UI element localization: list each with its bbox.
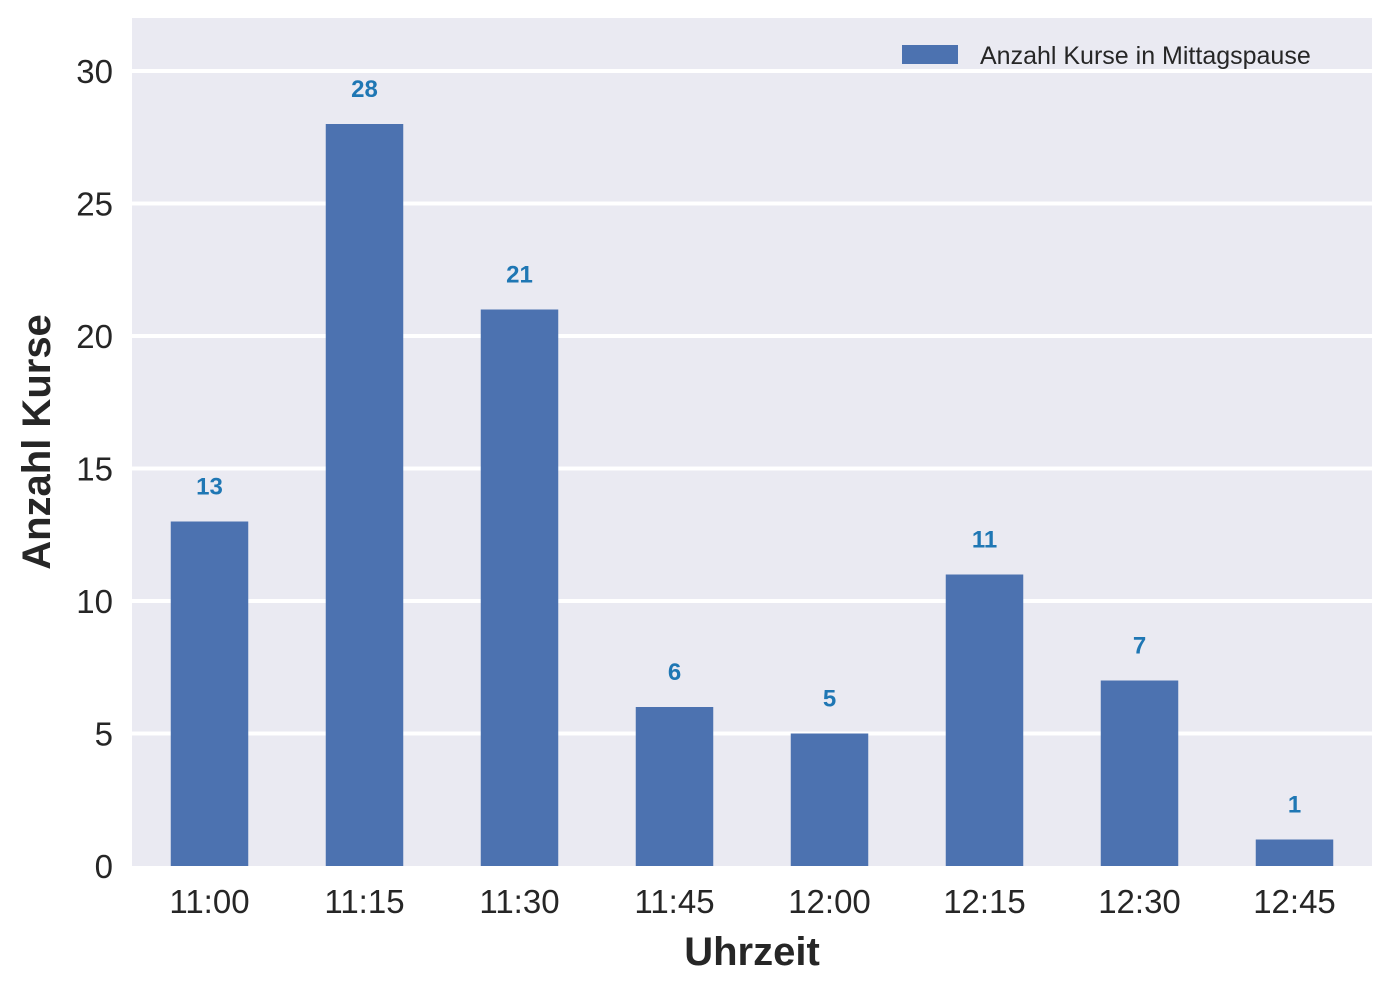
x-tick-label: 12:00 <box>788 883 871 920</box>
y-tick-label: 15 <box>76 451 113 488</box>
x-tick-label: 11:30 <box>479 883 559 920</box>
bar <box>1255 839 1334 866</box>
bar-value-label: 1 <box>1288 792 1301 819</box>
x-tick-label: 11:15 <box>324 883 404 920</box>
bar <box>790 733 869 866</box>
legend-label: Anzahl Kurse in Mittagspause <box>980 42 1311 70</box>
bar-value-label: 21 <box>506 262 533 289</box>
data-labels: 13 28 21 6 5 11 7 1 <box>196 76 1301 819</box>
y-tick-label: 30 <box>76 53 113 90</box>
y-tick-label: 0 <box>95 848 113 885</box>
bar-value-label: 6 <box>668 659 681 686</box>
legend: Anzahl Kurse in Mittagspause <box>902 42 1311 70</box>
x-tick-label: 12:30 <box>1098 883 1181 920</box>
y-axis-ticks: 0 5 10 15 20 25 30 <box>76 53 113 885</box>
legend-swatch <box>902 45 958 64</box>
bar-value-label: 28 <box>351 76 378 103</box>
y-tick-label: 5 <box>95 716 113 753</box>
y-tick-label: 10 <box>76 583 113 620</box>
y-tick-label: 25 <box>76 186 113 223</box>
bar <box>1100 680 1179 866</box>
x-axis-title: Uhrzeit <box>684 930 820 974</box>
bar <box>480 309 559 866</box>
plot-area <box>132 18 1372 866</box>
x-tick-label: 11:00 <box>169 883 249 920</box>
y-tick-label: 20 <box>76 318 113 355</box>
x-tick-label: 12:15 <box>943 883 1026 920</box>
y-axis-title: Anzahl Kurse <box>15 314 59 570</box>
bar-value-label: 13 <box>196 474 223 501</box>
x-tick-label: 12:45 <box>1253 883 1336 920</box>
bar <box>325 124 404 866</box>
bars <box>170 124 1334 866</box>
bar-value-label: 5 <box>823 686 836 713</box>
bar-value-label: 7 <box>1133 633 1146 660</box>
x-tick-label: 11:45 <box>634 883 714 920</box>
bar <box>170 521 249 866</box>
bar <box>635 707 714 866</box>
bar <box>945 574 1024 866</box>
x-axis-ticks: 11:00 11:15 11:30 11:45 12:00 12:15 12:30 12:45 <box>169 883 1335 920</box>
bar-value-label: 11 <box>972 527 997 554</box>
